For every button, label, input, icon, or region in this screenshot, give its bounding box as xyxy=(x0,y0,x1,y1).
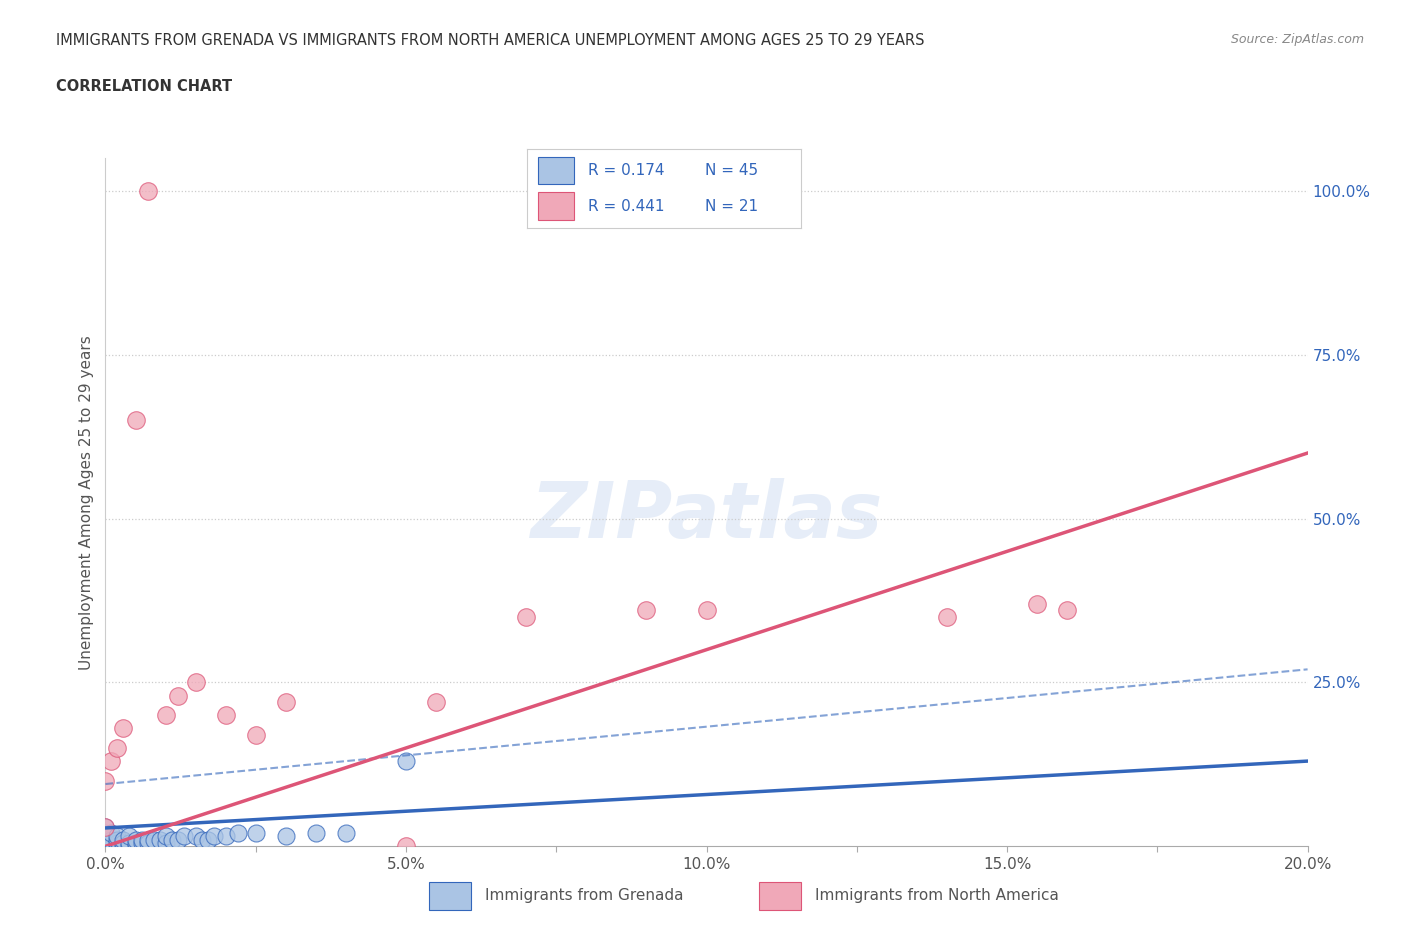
Point xyxy=(94,829,117,844)
Point xyxy=(155,708,177,723)
Text: Source: ZipAtlas.com: Source: ZipAtlas.com xyxy=(1230,33,1364,46)
Point xyxy=(94,774,117,789)
Point xyxy=(131,832,153,847)
Point xyxy=(112,835,135,850)
Point xyxy=(118,835,141,850)
Point xyxy=(425,695,447,710)
Point xyxy=(107,832,129,847)
Text: N = 21: N = 21 xyxy=(706,199,759,214)
Point xyxy=(118,839,141,854)
Text: IMMIGRANTS FROM GRENADA VS IMMIGRANTS FROM NORTH AMERICA UNEMPLOYMENT AMONG AGES: IMMIGRANTS FROM GRENADA VS IMMIGRANTS FR… xyxy=(56,33,925,47)
Point xyxy=(1056,603,1078,618)
Point xyxy=(245,727,267,742)
Point xyxy=(107,740,129,755)
Point xyxy=(166,832,188,847)
Point xyxy=(107,839,129,854)
Bar xyxy=(538,193,574,220)
Y-axis label: Unemployment Among Ages 25 to 29 years: Unemployment Among Ages 25 to 29 years xyxy=(79,335,94,670)
Point xyxy=(696,603,718,618)
Point xyxy=(136,183,159,198)
Text: CORRELATION CHART: CORRELATION CHART xyxy=(56,79,232,94)
Point xyxy=(131,835,153,850)
Point xyxy=(197,832,219,847)
Point xyxy=(155,829,177,844)
Point xyxy=(305,826,328,841)
Point xyxy=(136,835,159,850)
Point xyxy=(107,829,129,844)
Point xyxy=(190,832,212,847)
Point xyxy=(118,829,141,844)
Point xyxy=(112,721,135,736)
Text: R = 0.174: R = 0.174 xyxy=(588,163,664,178)
Point xyxy=(184,675,207,690)
Point xyxy=(335,826,357,841)
Point xyxy=(515,609,537,624)
Point xyxy=(100,835,122,850)
Text: R = 0.441: R = 0.441 xyxy=(588,199,664,214)
Point xyxy=(173,829,195,844)
Point xyxy=(395,753,418,768)
Point xyxy=(100,832,122,847)
Point xyxy=(112,839,135,854)
Point xyxy=(124,413,146,428)
Point xyxy=(274,695,297,710)
Point xyxy=(160,832,183,847)
Point xyxy=(148,832,170,847)
Text: Immigrants from North America: Immigrants from North America xyxy=(815,887,1059,903)
Point xyxy=(112,832,135,847)
Point xyxy=(155,835,177,850)
Text: ZIPatlas: ZIPatlas xyxy=(530,478,883,554)
Point xyxy=(226,826,249,841)
Point xyxy=(636,603,658,618)
Point xyxy=(136,832,159,847)
Point xyxy=(94,835,117,850)
Point xyxy=(124,832,146,847)
Bar xyxy=(538,157,574,184)
Point xyxy=(214,829,236,844)
Point xyxy=(936,609,959,624)
Point xyxy=(166,688,188,703)
Point xyxy=(184,829,207,844)
Point xyxy=(142,832,165,847)
Point xyxy=(245,826,267,841)
Point xyxy=(124,835,146,850)
Bar xyxy=(759,883,801,910)
Point xyxy=(395,839,418,854)
Point xyxy=(100,753,122,768)
Text: N = 45: N = 45 xyxy=(706,163,759,178)
Point xyxy=(202,829,225,844)
Point xyxy=(94,826,117,841)
Point xyxy=(100,839,122,854)
Bar xyxy=(429,883,471,910)
Point xyxy=(94,819,117,834)
Text: Immigrants from Grenada: Immigrants from Grenada xyxy=(485,887,683,903)
Point xyxy=(94,819,117,834)
Point xyxy=(1026,596,1049,611)
Point xyxy=(274,829,297,844)
Point xyxy=(107,835,129,850)
Point xyxy=(124,839,146,854)
Point xyxy=(100,826,122,841)
Point xyxy=(214,708,236,723)
Point xyxy=(94,832,117,847)
Point xyxy=(94,839,117,854)
